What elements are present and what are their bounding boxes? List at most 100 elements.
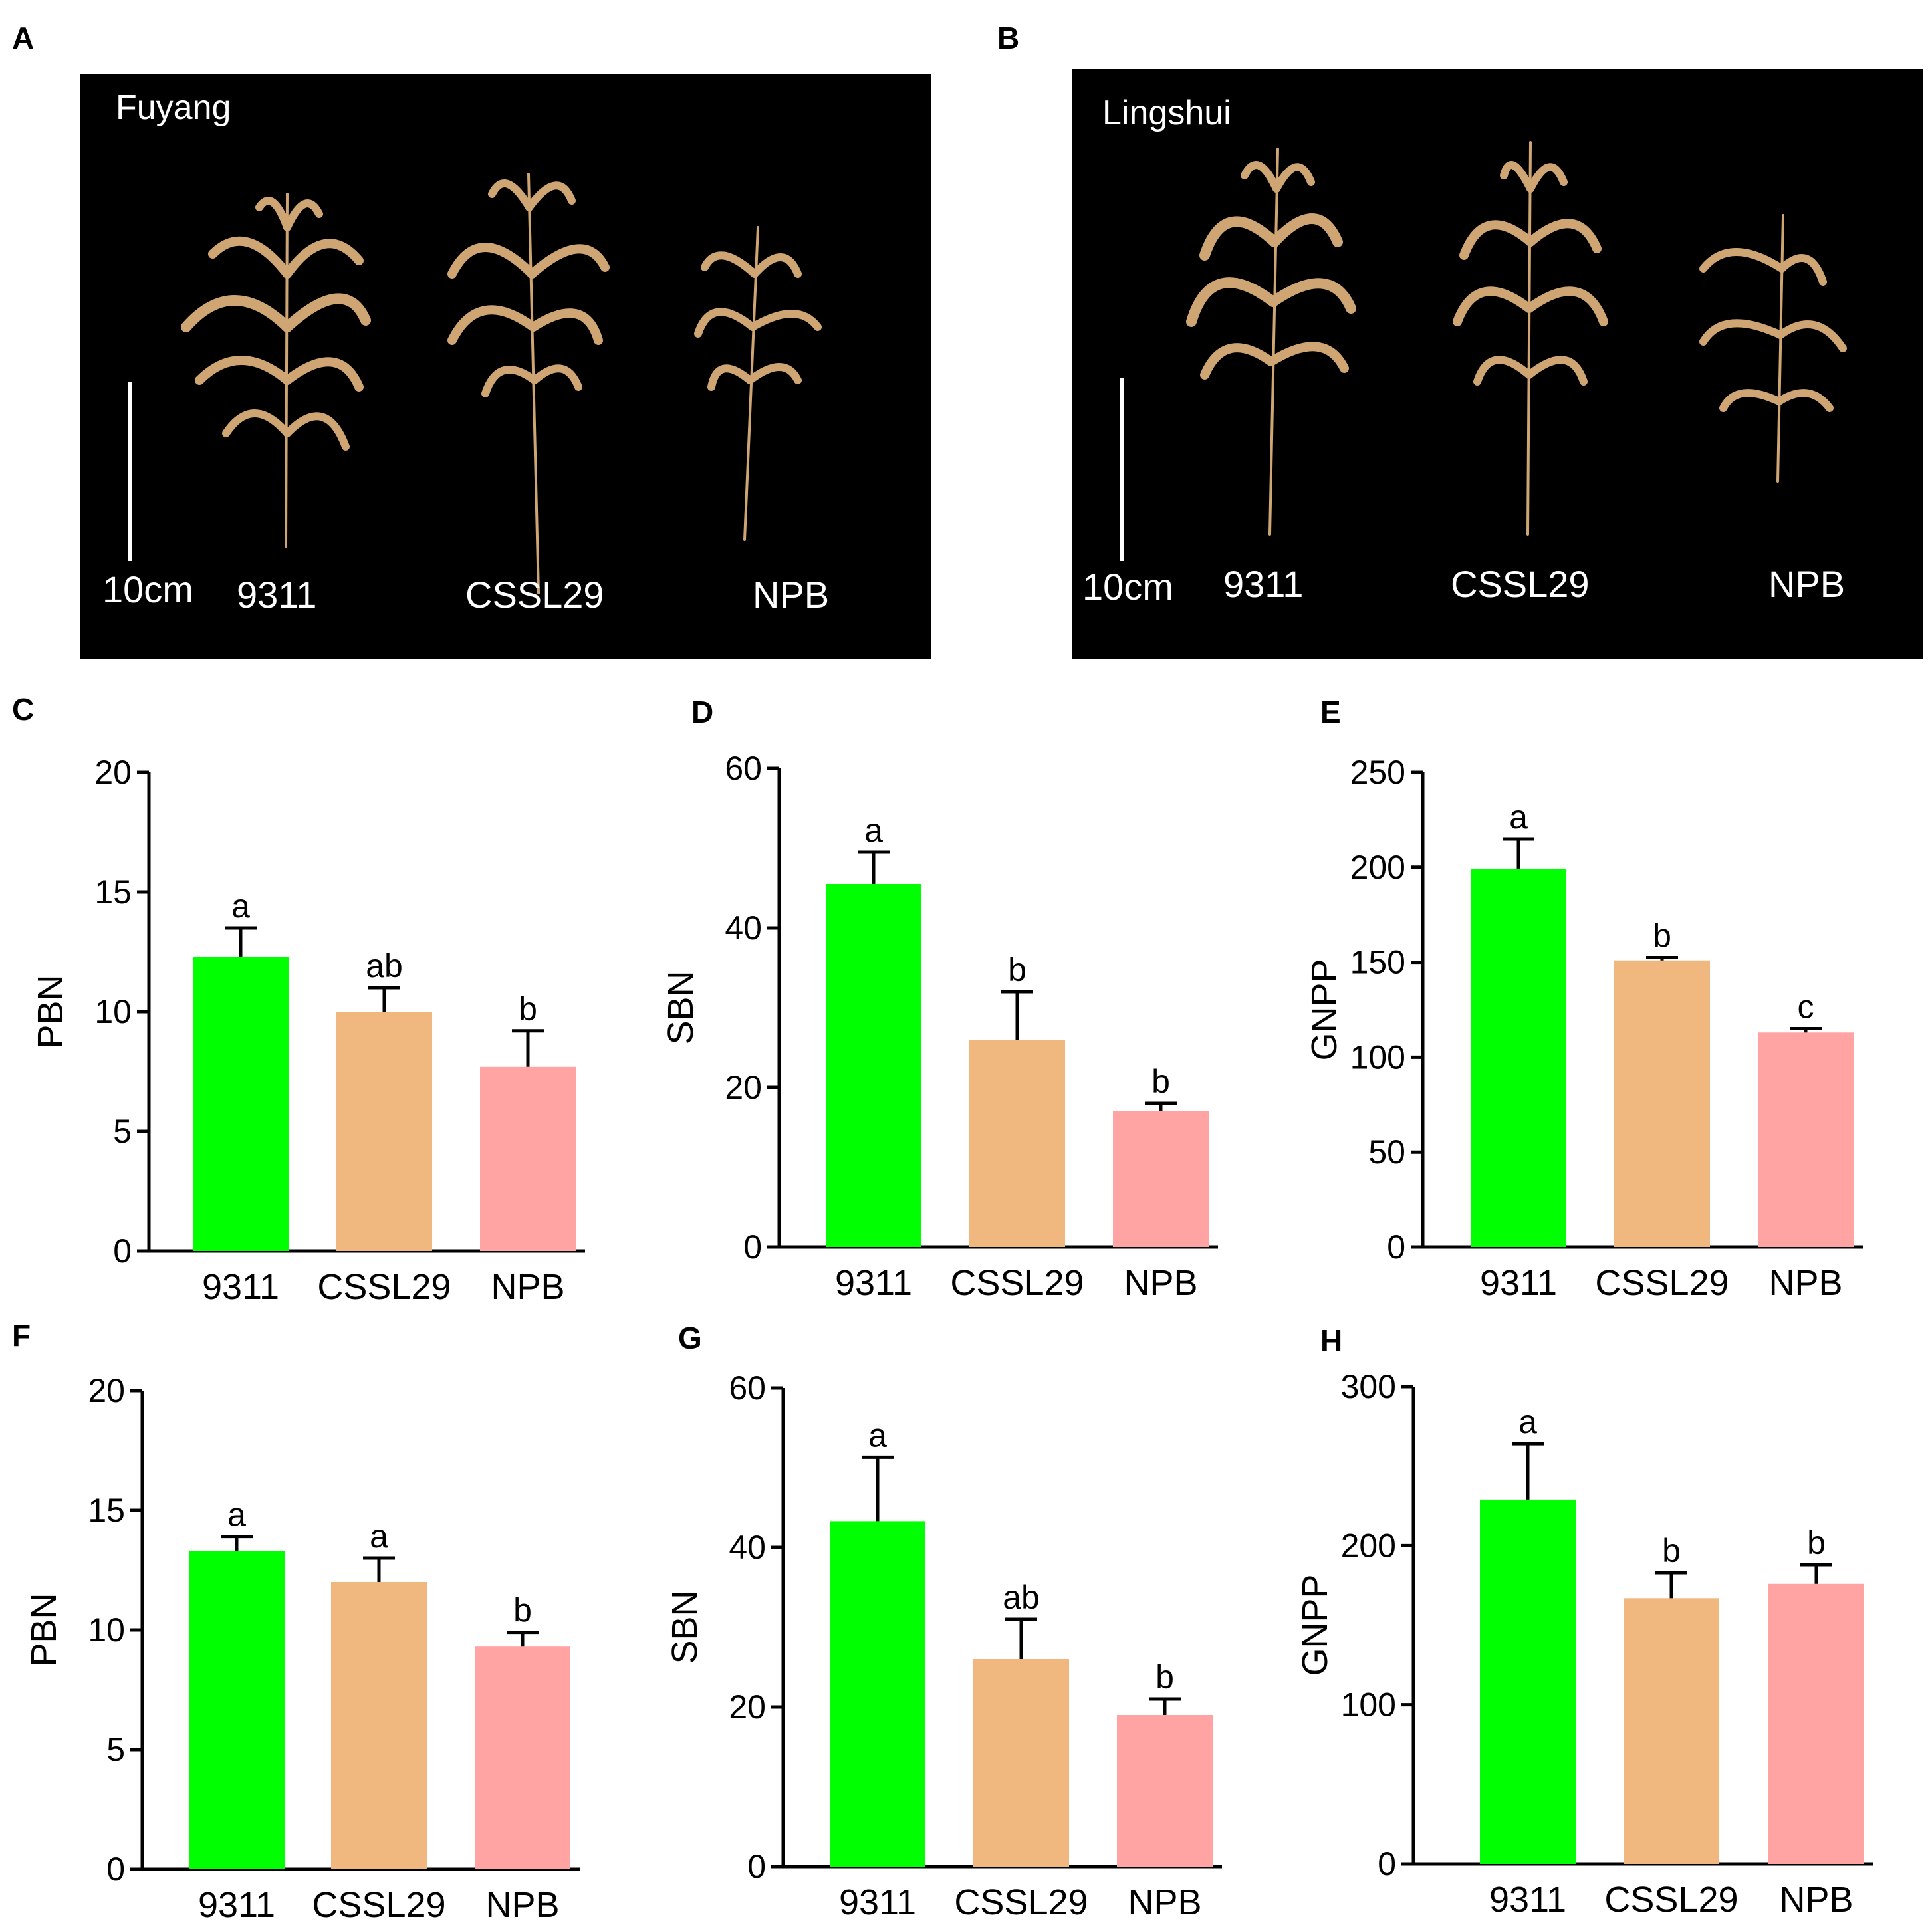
significance-letter: a [227,1496,246,1533]
location-label: Fuyang [116,88,231,127]
y-tick-label: 15 [94,873,132,911]
y-axis-label: GNPP [1295,1574,1335,1676]
bar-cssl29 [1624,1598,1719,1864]
y-axis-label: SBN [665,1590,705,1664]
y-tick-label: 50 [1368,1133,1405,1171]
bar-cssl29 [973,1659,1069,1867]
panicle-9311 [1186,148,1356,536]
y-tick-label: 150 [1350,944,1405,981]
panel-letter-h: H [1320,1323,1343,1358]
y-tick-label: 5 [113,1113,132,1150]
significance-letter: b [513,1592,532,1629]
significance-letter: ab [366,947,403,984]
x-tick-label: CSSL29 [312,1885,445,1925]
y-tick-label: 200 [1350,849,1405,886]
significance-letter: a [868,1417,887,1454]
y-tick-label: 0 [106,1851,125,1888]
bar-npb [1768,1583,1864,1864]
bar-npb [475,1646,570,1869]
scale-bar [128,382,132,561]
panel-letter-e: E [1320,695,1341,729]
location-label: Lingshui [1102,94,1231,132]
y-axis-label: GNPP [1304,959,1344,1060]
bar-9311 [193,957,289,1251]
panicle-npb [1699,214,1847,483]
significance-letter: b [1662,1532,1681,1569]
bar-npb [480,1066,576,1251]
bar-npb [1113,1111,1209,1247]
x-tick-label: NPB [491,1267,564,1307]
x-tick-label: NPB [1779,1880,1853,1920]
bar-9311 [1471,869,1566,1247]
panicle-cssl29 [1453,141,1608,536]
y-tick-label: 5 [106,1731,125,1768]
significance-letter: a [1518,1403,1537,1440]
bar-npb [1117,1715,1213,1867]
panel-letter-g: G [678,1321,702,1355]
y-tick-label: 60 [729,1369,766,1407]
panicle-label-npb: NPB [753,574,830,616]
photo-panel-fuyang: Fuyang 10cm 9311 CSSL29 NPB [80,74,931,659]
y-tick-label: 20 [725,1069,762,1106]
bar-9311 [830,1521,925,1867]
bar-9311 [189,1551,285,1869]
x-tick-label: CSSL29 [1595,1263,1729,1303]
x-tick-label: NPB [485,1885,559,1925]
significance-letter: b [1155,1658,1174,1696]
panicle-label-cssl29: CSSL29 [1451,563,1590,605]
y-tick-label: 40 [725,909,762,947]
bar-cssl29 [336,1012,432,1251]
panicle-illustrations [1186,141,1847,536]
scale-label: 10cm [1082,566,1173,608]
panel-letter-c: C [12,692,35,727]
bar-cssl29 [331,1582,427,1869]
bar-npb [1758,1032,1854,1247]
significance-letter: ab [1003,1579,1040,1616]
y-tick-label: 200 [1341,1527,1396,1564]
x-tick-label: CSSL29 [954,1882,1088,1922]
y-tick-label: 20 [88,1372,125,1409]
y-tick-label: 0 [1387,1228,1405,1266]
y-tick-label: 300 [1341,1368,1396,1405]
significance-letter: a [370,1518,388,1555]
significance-letter: a [1509,798,1528,836]
y-axis-label: PBN [31,974,70,1048]
x-tick-label: CSSL29 [950,1263,1084,1303]
panel-letter-f: F [12,1318,31,1353]
y-tick-label: 60 [725,750,762,787]
panicle-cssl29 [447,173,610,594]
x-tick-label: NPB [1768,1263,1842,1303]
panicle-npb [694,226,822,541]
bar-9311 [826,884,921,1247]
bar-9311 [1480,1499,1576,1864]
y-tick-label: 0 [743,1228,762,1266]
x-tick-label: NPB [1124,1263,1197,1303]
y-tick-label: 100 [1341,1686,1396,1724]
panel-letter-d: D [691,695,714,729]
significance-letter: a [864,812,883,849]
y-axis-label: SBN [661,970,701,1044]
significance-letter: b [519,990,537,1028]
y-tick-label: 0 [747,1848,766,1885]
panicle-label-9311: 9311 [1223,563,1304,605]
x-tick-label: 9311 [835,1263,912,1303]
panel-letter-b: B [997,21,1020,55]
photo-panel-lingshui: Lingshui 10cm 9311 CSSL29 NPB [1072,69,1923,659]
significance-letter: b [1807,1524,1826,1561]
panel-letter-a: A [12,21,35,55]
x-tick-label: NPB [1128,1882,1201,1922]
y-tick-label: 0 [113,1232,132,1270]
significance-letter: b [1008,951,1026,988]
bar-cssl29 [1614,960,1710,1247]
x-tick-label: CSSL29 [1604,1880,1738,1920]
y-tick-label: 15 [88,1492,125,1529]
y-tick-label: 250 [1350,754,1405,791]
x-tick-label: 9311 [839,1882,916,1922]
y-tick-label: 0 [1378,1845,1396,1882]
y-tick-label: 10 [88,1611,125,1648]
significance-letter: b [1151,1063,1170,1100]
significance-letter: a [231,887,250,925]
panicle-9311 [181,193,371,548]
y-tick-label: 20 [94,754,132,791]
x-tick-label: 9311 [202,1267,279,1307]
